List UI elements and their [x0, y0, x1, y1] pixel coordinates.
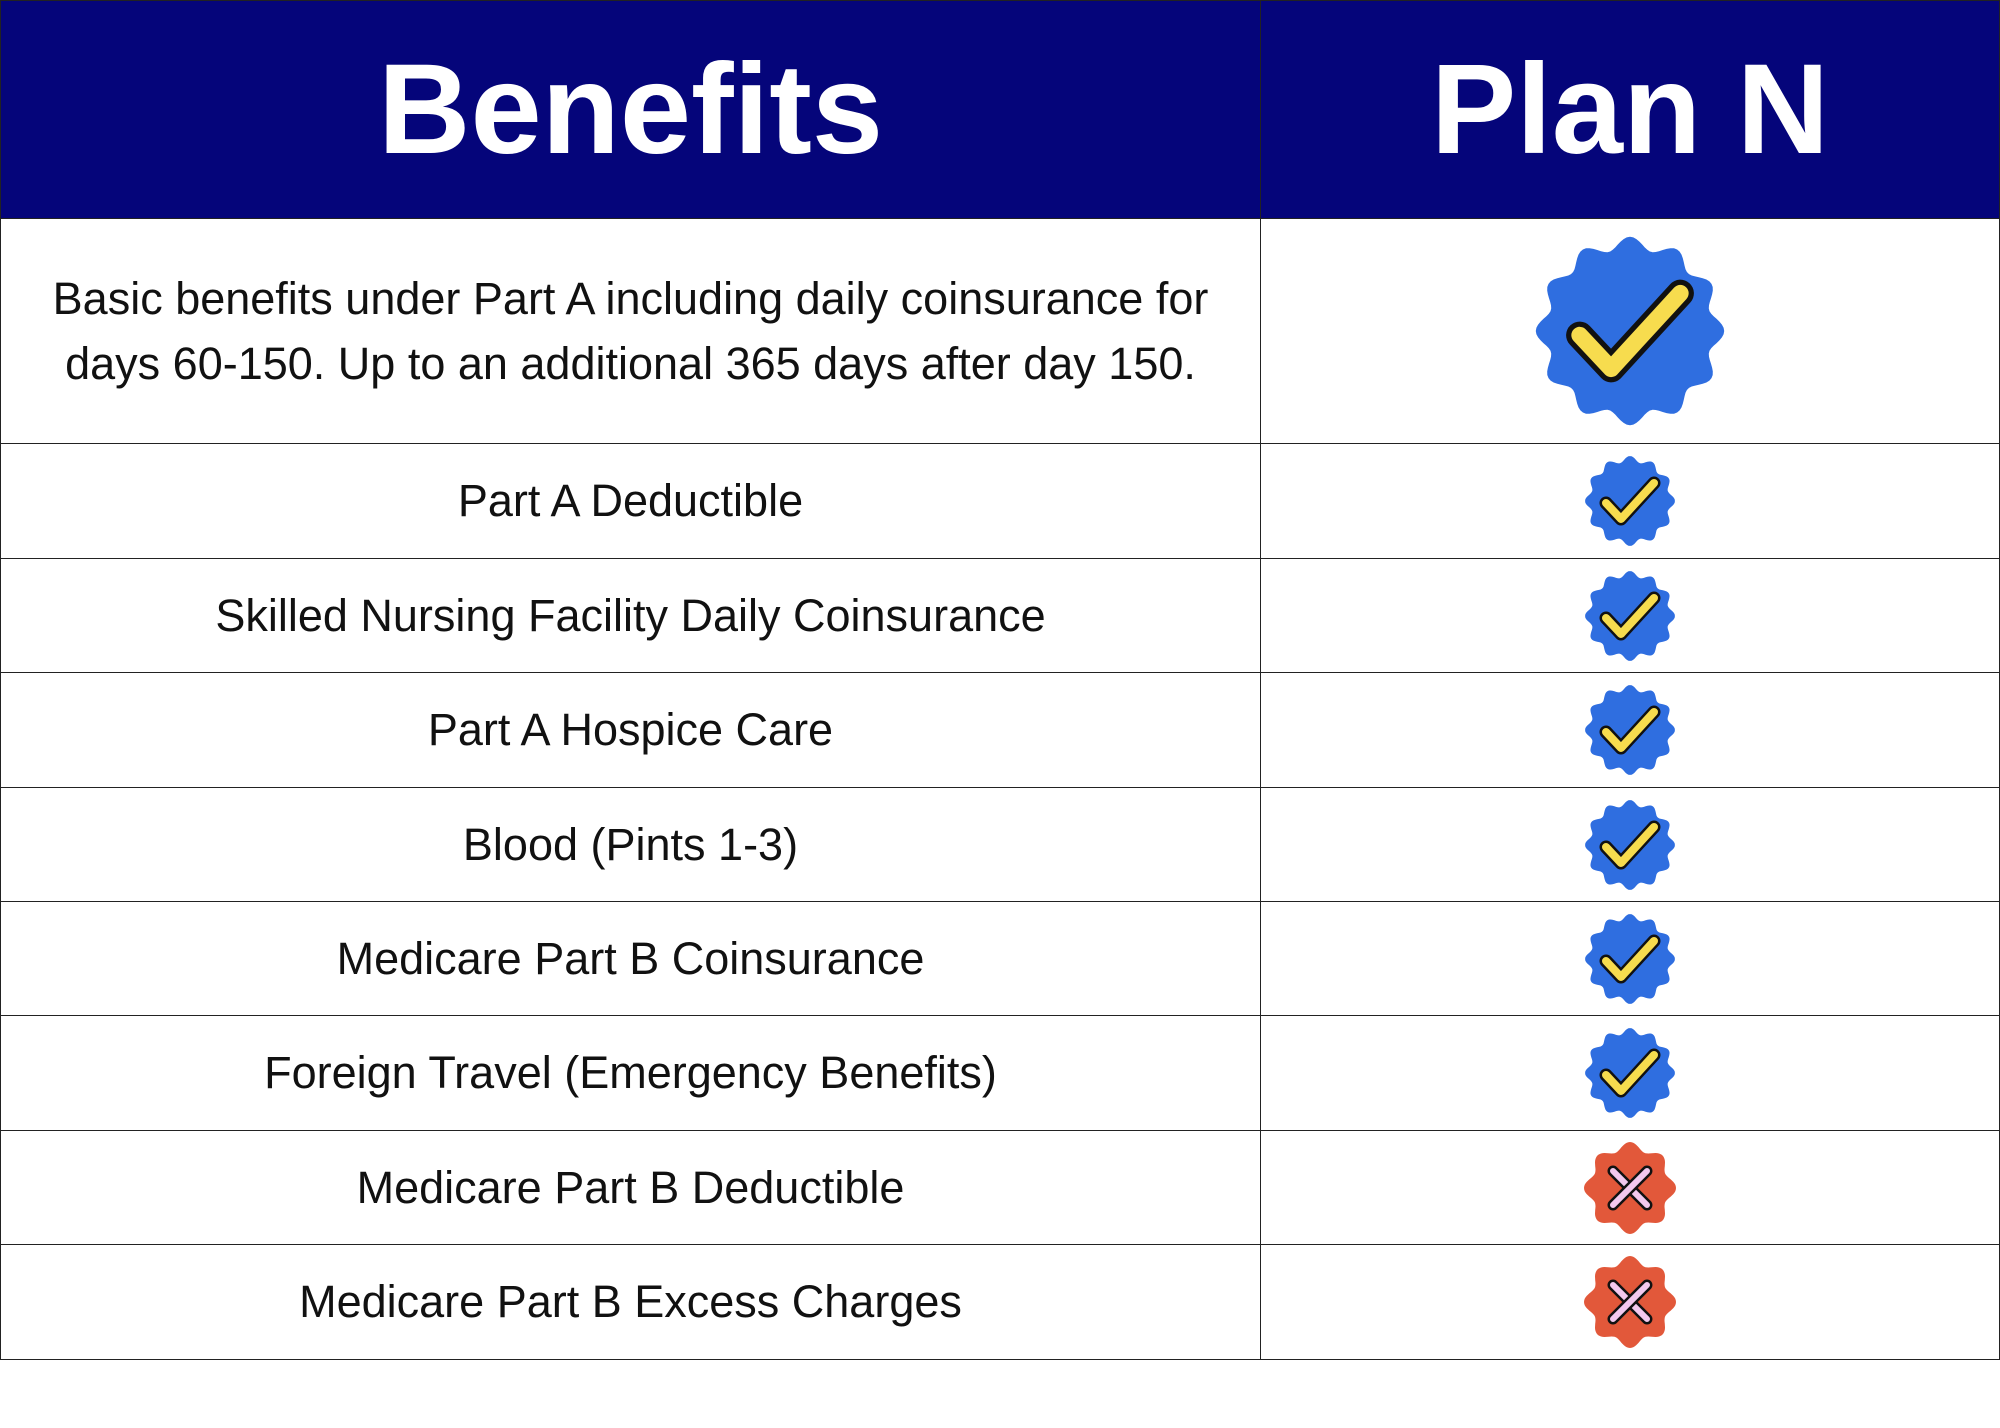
x-mark-fill	[1610, 1167, 1650, 1208]
check-mark-fill	[1571, 284, 1689, 378]
check-badge	[1585, 913, 1675, 1004]
check-mark-fill	[1602, 936, 1658, 981]
plan-cell	[1260, 1244, 2000, 1360]
check-mark-fill	[1602, 708, 1658, 752]
benefit-text: Medicare Part B Excess Charges	[299, 1276, 962, 1328]
check-badge	[1585, 570, 1675, 661]
benefit-cell: Medicare Part B Deductible	[0, 1130, 1261, 1245]
benefit-cell: Skilled Nursing Facility Daily Coinsuran…	[0, 558, 1261, 673]
benefit-cell: Foreign Travel (Emergency Benefits)	[0, 1015, 1261, 1131]
check-mark-fill	[1602, 479, 1658, 523]
benefit-text: Basic benefits under Part A including da…	[52, 272, 1209, 389]
check-badge	[1585, 799, 1675, 890]
benefit-text: Blood (Pints 1-3)	[462, 818, 799, 870]
check-badge	[1585, 685, 1675, 775]
benefit-cell: Medicare Part B Excess Charges	[0, 1244, 1261, 1360]
header-benefits: Benefits	[378, 38, 883, 181]
x-badge	[1584, 1141, 1676, 1234]
plan-cell	[1260, 1015, 2000, 1131]
plan-cell	[1260, 901, 2000, 1016]
benefit-text: Medicare Part B Coinsurance	[336, 932, 925, 984]
benefit-text: Part A Deductible	[457, 475, 804, 527]
benefit-text: Medicare Part B Deductible	[356, 1161, 905, 1213]
plan-cell	[1260, 787, 2000, 902]
header-cell: Benefits	[0, 0, 1261, 219]
check-mark-fill	[1602, 822, 1658, 867]
benefit-cell: Basic benefits under Part A including da…	[0, 218, 1261, 444]
benefit-text: Part A Hospice Care	[427, 704, 834, 756]
check-badge	[1585, 1028, 1675, 1118]
plan-cell	[1260, 218, 2000, 444]
check-badge	[1585, 456, 1675, 546]
plan-cell	[1260, 558, 2000, 673]
plan-cell	[1260, 443, 2000, 559]
benefit-cell: Part A Deductible	[0, 443, 1261, 559]
benefit-cell: Blood (Pints 1-3)	[0, 787, 1261, 902]
benefit-cell: Medicare Part B Coinsurance	[0, 901, 1261, 1016]
check-mark-fill	[1602, 593, 1658, 638]
x-mark-fill	[1610, 1282, 1650, 1322]
header-cell: Plan N	[1260, 0, 2000, 219]
x-badge	[1584, 1256, 1676, 1348]
benefit-text: Skilled Nursing Facility Daily Coinsuran…	[215, 589, 1046, 641]
plan-cell	[1260, 672, 2000, 788]
header-plan: Plan N	[1430, 38, 1830, 181]
benefit-text: Foreign Travel (Emergency Benefits)	[264, 1047, 997, 1099]
plan-cell	[1260, 1130, 2000, 1245]
check-badge	[1535, 236, 1725, 426]
check-mark-fill	[1602, 1051, 1658, 1095]
benefit-cell: Part A Hospice Care	[0, 672, 1261, 788]
